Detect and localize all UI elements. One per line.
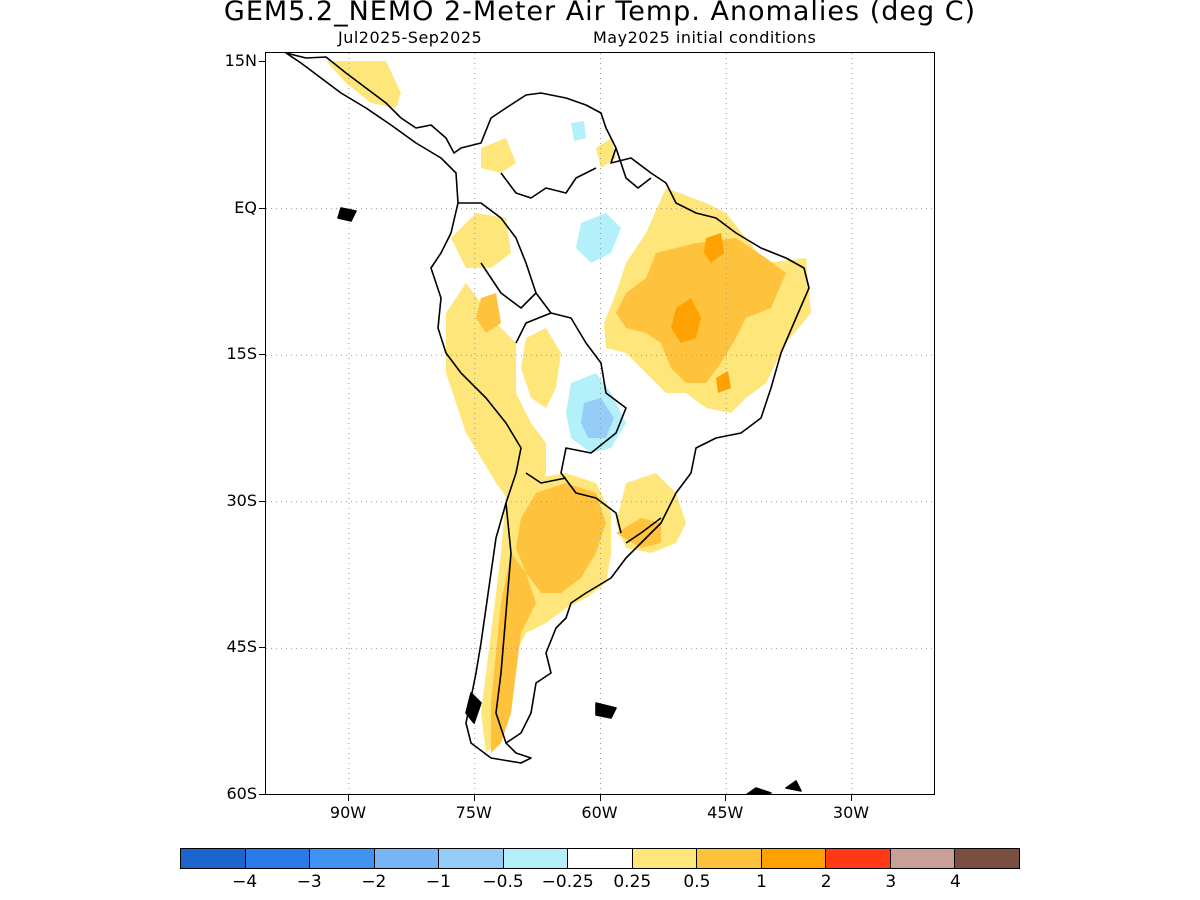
colorbar-label: −0.5 — [482, 872, 524, 892]
anomaly-shading — [326, 61, 811, 753]
lat-tick — [259, 500, 265, 502]
colorbar-segment — [503, 849, 569, 868]
anomaly-region-orange — [516, 483, 606, 593]
lat-label: 15S — [226, 344, 257, 364]
country-border — [500, 167, 597, 199]
colorbar-label: 0.25 — [613, 872, 652, 892]
lat-tick — [259, 61, 265, 62]
anomaly-region-dark-orange — [716, 371, 731, 393]
colorbar-label: 4 — [949, 872, 961, 892]
colorbar-segment — [697, 849, 762, 868]
colorbar-label: −3 — [296, 872, 322, 892]
lat-label: 45S — [226, 637, 257, 657]
lon-label: 75W — [455, 803, 492, 822]
country-border — [525, 472, 567, 484]
lon-label: 90W — [329, 803, 367, 822]
colorbar — [180, 848, 1020, 869]
anomaly-region-dark-orange — [671, 298, 701, 343]
lon-tick — [851, 795, 852, 801]
colorbar-segment — [245, 849, 311, 868]
anomaly-region-light-cyan — [571, 121, 586, 141]
lon-label: 45W — [707, 803, 744, 822]
island-falklands — [595, 702, 617, 719]
colorbar-label: −0.25 — [541, 872, 594, 892]
lat-tick — [259, 207, 265, 209]
lat-tick — [259, 354, 265, 356]
anomaly-region-light-yellow — [326, 61, 401, 108]
lon-tick — [725, 795, 727, 801]
anomaly-map — [266, 53, 934, 794]
lat-label: 60S — [226, 784, 257, 803]
colorbar-segment — [439, 849, 504, 868]
anomaly-region-orange — [491, 553, 536, 753]
colorbar-label: 1 — [756, 872, 767, 892]
colorbar-label: 2 — [820, 872, 832, 892]
country-border — [625, 517, 662, 544]
country-border — [458, 202, 537, 309]
country-border — [615, 147, 652, 189]
colorbar-segment — [632, 849, 698, 868]
country-border — [535, 292, 627, 534]
lat-label: 15N — [224, 51, 257, 70]
anomaly-region-light-yellow — [521, 328, 561, 408]
colorbar-segment — [181, 849, 246, 868]
island-galapagos — [337, 207, 357, 222]
colorbar-segment — [826, 849, 891, 868]
lon-label: 30W — [832, 803, 870, 822]
island — [785, 780, 802, 792]
country-border — [495, 502, 512, 744]
lat-label: 30S — [226, 490, 257, 510]
anomaly-region-light-yellow — [481, 138, 516, 173]
initial-conditions: May2025 initial conditions — [593, 28, 817, 47]
lat-tick — [259, 794, 265, 795]
colorbar-label: −1 — [425, 872, 451, 892]
colorbar-segment — [890, 849, 956, 868]
country-border — [515, 312, 552, 344]
colorbar-label: −2 — [361, 872, 387, 892]
map-panel — [265, 52, 935, 795]
colorbar-label: 3 — [885, 872, 897, 892]
lon-tick — [348, 795, 349, 801]
anomaly-region-orange — [616, 238, 786, 383]
colorbar-segment — [310, 849, 375, 868]
lon-label: 60W — [581, 803, 618, 822]
colorbar-segment — [955, 849, 1019, 868]
colorbar-segment — [374, 849, 440, 868]
anomaly-region-orange — [476, 293, 501, 333]
lon-tick — [599, 795, 601, 801]
coastline-south-america — [285, 53, 810, 764]
island — [746, 787, 772, 794]
colorbar-segment — [761, 849, 827, 868]
anomaly-region-light-blue — [581, 398, 614, 438]
colorbar-segment — [568, 849, 633, 868]
lat-tick — [259, 647, 265, 649]
anomaly-region-dark-orange — [704, 233, 724, 263]
lat-label: EQ — [234, 197, 257, 217]
island — [465, 692, 482, 724]
lon-tick — [473, 795, 475, 801]
colorbar-label: −4 — [232, 872, 258, 892]
colorbar-label: 0.5 — [683, 872, 711, 892]
coastlines — [285, 53, 810, 794]
map-title: GEM5.2_NEMO 2-Meter Air Temp. Anomalies … — [223, 0, 977, 27]
anomaly-region-light-yellow — [451, 213, 511, 268]
anomaly-region-light-cyan — [576, 213, 621, 263]
forecast-period: Jul2025-Sep2025 — [338, 28, 483, 47]
